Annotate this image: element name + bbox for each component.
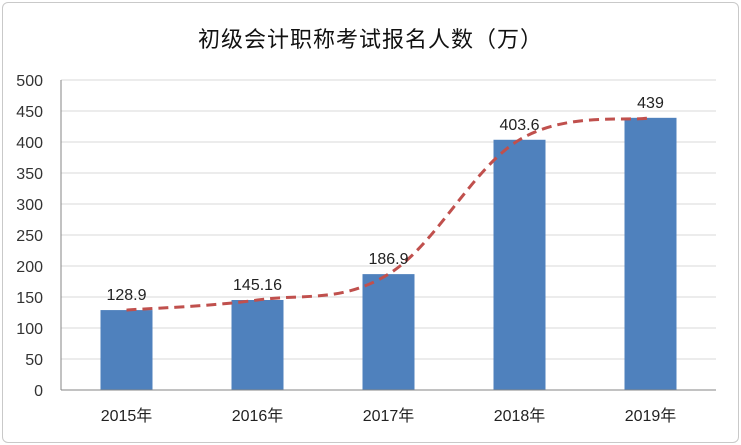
y-tick-label: 250	[16, 228, 43, 245]
y-tick-label: 350	[16, 166, 43, 183]
bar	[231, 300, 284, 390]
y-tick-label: 0	[34, 383, 43, 400]
y-tick-label: 300	[16, 197, 43, 214]
data-label: 403.6	[499, 117, 539, 134]
chart-title: 初级会计职称考试报名人数（万）	[197, 28, 543, 53]
data-label: 439	[637, 95, 664, 112]
y-tick-label: 450	[16, 104, 43, 121]
y-tick-label: 500	[16, 73, 43, 90]
data-label: 186.9	[368, 251, 408, 268]
y-tick-label: 400	[16, 135, 43, 152]
data-label: 128.9	[106, 287, 146, 304]
bar	[362, 274, 415, 390]
bar	[493, 139, 546, 390]
y-tick-label: 100	[16, 321, 43, 338]
y-tick-label: 50	[25, 352, 43, 369]
bar	[624, 117, 677, 390]
data-label: 145.16	[233, 277, 282, 294]
y-tick-label: 200	[16, 259, 43, 276]
x-tick-label: 2015年	[101, 407, 153, 425]
x-tick-label: 2019年	[625, 407, 677, 425]
x-tick-label: 2017年	[363, 407, 415, 425]
x-tick-label: 2016年	[232, 407, 284, 425]
y-tick-label: 150	[16, 290, 43, 307]
bar	[100, 310, 153, 390]
x-tick-label: 2018年	[494, 407, 546, 425]
trend-line	[126, 116, 651, 312]
